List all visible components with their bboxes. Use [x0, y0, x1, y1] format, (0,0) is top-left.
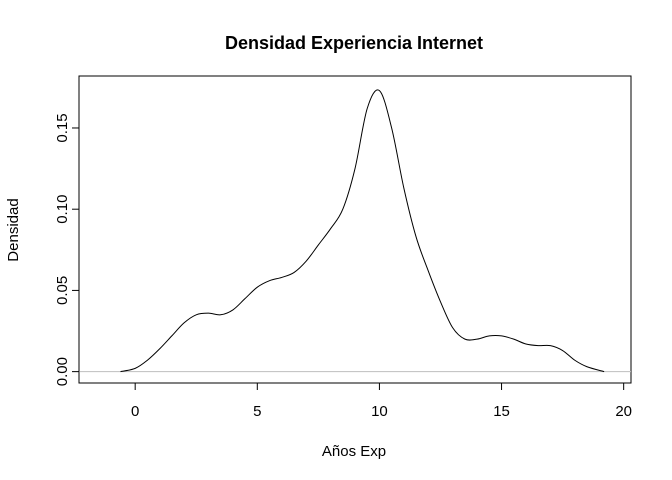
- y-tick-label: 0.15: [54, 113, 71, 142]
- x-tick-label: 15: [493, 403, 510, 420]
- x-tick-label: 5: [253, 403, 261, 420]
- x-tick-label: 20: [615, 403, 632, 420]
- x-tick-label: 10: [371, 403, 388, 420]
- chart-title: Densidad Experiencia Internet: [225, 33, 483, 53]
- y-tick-label: 0.10: [54, 195, 71, 224]
- y-tick-label: 0.05: [54, 276, 71, 305]
- y-tick-label: 0.00: [54, 357, 71, 386]
- y-axis: 0.00 0.05 0.10 0.15: [54, 113, 80, 386]
- y-axis-label: Densidad: [5, 198, 22, 261]
- x-axis: 0 5 10 15 20: [131, 382, 632, 420]
- density-curve: [120, 89, 605, 373]
- x-axis-label: Años Exp: [322, 443, 386, 460]
- x-tick-label: 0: [131, 403, 139, 420]
- plot-frame: [78, 75, 632, 384]
